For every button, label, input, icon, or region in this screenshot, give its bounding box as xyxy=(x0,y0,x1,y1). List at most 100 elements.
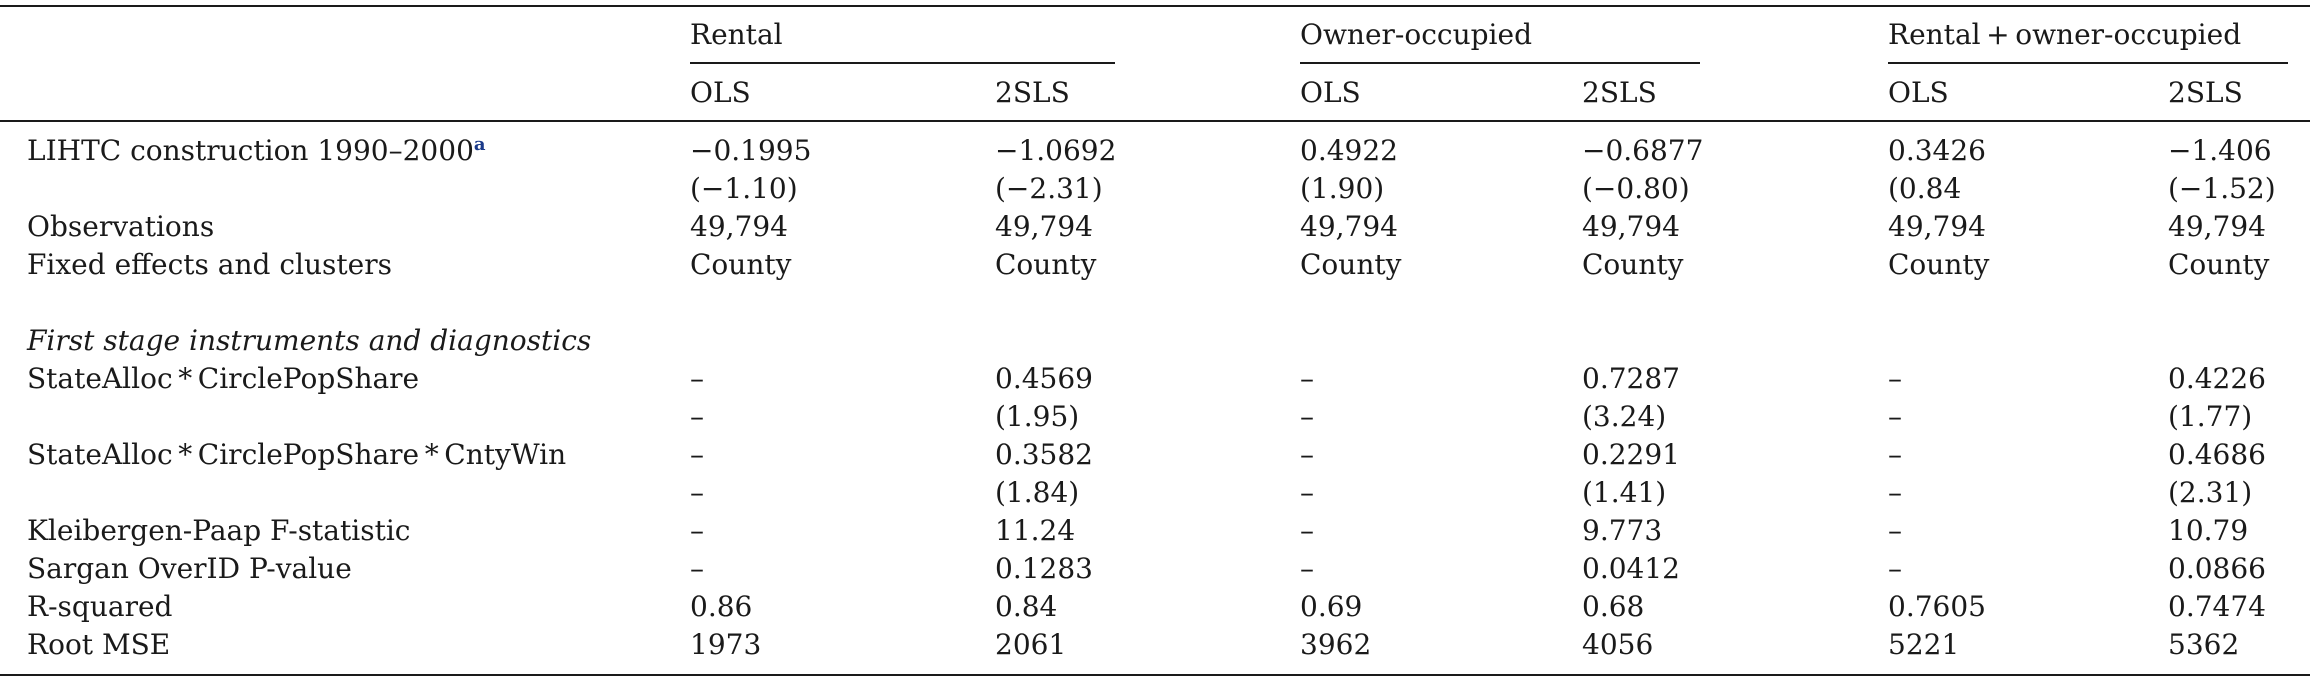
table-cell: 0.1283 xyxy=(995,552,1093,585)
row-label: Sargan OverID P-value xyxy=(27,552,352,586)
table-cell: 49,794 xyxy=(1582,210,1680,243)
table-cell: – xyxy=(1300,400,1314,433)
table-cell: – xyxy=(690,438,704,471)
table-cell: County xyxy=(2168,248,2270,281)
table-cell: – xyxy=(1888,476,1902,509)
row-label-text: Fixed effects and clusters xyxy=(27,248,392,281)
row-label: R-squared xyxy=(27,590,172,624)
row-label-text: Root MSE xyxy=(27,628,171,661)
row-label-text: Sargan OverID P-value xyxy=(27,552,352,585)
table-cell: 0.4922 xyxy=(1300,134,1398,167)
table-cell: 0.7287 xyxy=(1582,362,1680,395)
table-cell: – xyxy=(1300,438,1314,471)
table-cell: 0.0866 xyxy=(2168,552,2266,585)
column-header: OLS xyxy=(690,76,751,109)
table-cell: 49,794 xyxy=(2168,210,2266,243)
row-label: Kleibergen-Paap F-statistic xyxy=(27,514,410,548)
table-cell: – xyxy=(1888,362,1902,395)
table-cell: 49,794 xyxy=(995,210,1093,243)
table-cell: 0.7605 xyxy=(1888,590,1986,623)
row-label-text: Kleibergen-Paap F-statistic xyxy=(27,514,411,547)
table-cell: County xyxy=(1888,248,1990,281)
table-cell: (1.77) xyxy=(2168,400,2253,433)
row-label-text: LIHTC construction 1990–2000 xyxy=(27,134,474,167)
table-cell: 0.86 xyxy=(690,590,753,623)
row-label: StateAlloc * CirclePopShare * CntyWin xyxy=(27,438,566,472)
table-cell: −1.406 xyxy=(2168,134,2272,167)
table-cell: 9.773 xyxy=(1582,514,1663,547)
column-header: 2SLS xyxy=(995,76,1070,109)
column-header: OLS xyxy=(1888,76,1949,109)
table-cell: – xyxy=(690,552,704,585)
table-cell: 0.3582 xyxy=(995,438,1093,471)
table-cell: County xyxy=(1300,248,1402,281)
table-cell: 49,794 xyxy=(1300,210,1398,243)
row-label: LIHTC construction 1990–2000a xyxy=(27,134,486,168)
table-cell: (1.84) xyxy=(995,476,1080,509)
header-rule xyxy=(0,120,2310,122)
group-header-rental: Rental xyxy=(690,18,783,51)
row-label: StateAlloc * CirclePopShare xyxy=(27,362,419,396)
column-header: 2SLS xyxy=(2168,76,2243,109)
table-cell: 0.2291 xyxy=(1582,438,1680,471)
table-cell: 49,794 xyxy=(690,210,788,243)
table-cell: 0.69 xyxy=(1300,590,1363,623)
table-cell: 11.24 xyxy=(995,514,1076,547)
table-cell: County xyxy=(690,248,792,281)
table-cell: (1.95) xyxy=(995,400,1080,433)
table-cell: – xyxy=(1300,476,1314,509)
section-heading: First stage instruments and diagnostics xyxy=(27,324,592,357)
table-cell: 0.0412 xyxy=(1582,552,1680,585)
table-cell: −0.6877 xyxy=(1582,134,1704,167)
table-cell: 0.3426 xyxy=(1888,134,1986,167)
table-cell: County xyxy=(995,248,1097,281)
table-cell: 1973 xyxy=(690,628,762,661)
table-cell: 0.84 xyxy=(995,590,1058,623)
table-cell: (1.90) xyxy=(1300,172,1385,205)
table-cell: – xyxy=(690,514,704,547)
table-cell: – xyxy=(690,476,704,509)
table-cell: 0.4569 xyxy=(995,362,1093,395)
table-cell: 0.4226 xyxy=(2168,362,2266,395)
table-cell: – xyxy=(1300,552,1314,585)
table-cell: 3962 xyxy=(1300,628,1372,661)
table-cell: – xyxy=(1888,552,1902,585)
table-cell: – xyxy=(1888,514,1902,547)
group-header-combined: Rental + owner-occupied xyxy=(1888,18,2242,51)
table-cell: 10.79 xyxy=(2168,514,2249,547)
table-cell: (−1.52) xyxy=(2168,172,2276,205)
table-cell: County xyxy=(1582,248,1684,281)
table-cell: 0.7474 xyxy=(2168,590,2266,623)
table-cell: – xyxy=(1300,514,1314,547)
group-header-owner: Owner-occupied xyxy=(1300,18,1532,51)
table-cell: 2061 xyxy=(995,628,1067,661)
table-cell: – xyxy=(690,400,704,433)
table-cell: −1.0692 xyxy=(995,134,1117,167)
row-label: Observations xyxy=(27,210,214,244)
table-cell: −0.1995 xyxy=(690,134,812,167)
table-cell: 4056 xyxy=(1582,628,1654,661)
row-label-text: R-squared xyxy=(27,590,173,623)
footnote-marker[interactable]: a xyxy=(473,134,486,155)
row-label-text: Observations xyxy=(27,210,215,243)
group-underline-combined xyxy=(1888,62,2288,64)
table-cell: (3.24) xyxy=(1582,400,1667,433)
top-rule xyxy=(0,5,2310,7)
group-underline-rental xyxy=(690,62,1115,64)
bottom-rule xyxy=(0,674,2310,676)
table-cell: (−0.80) xyxy=(1582,172,1690,205)
table-cell: 5362 xyxy=(2168,628,2240,661)
table-cell: (2.31) xyxy=(2168,476,2253,509)
table-cell: (−1.10) xyxy=(690,172,798,205)
group-underline-owner xyxy=(1300,62,1700,64)
table-cell: – xyxy=(690,362,704,395)
row-label: Root MSE xyxy=(27,628,170,662)
column-header: OLS xyxy=(1300,76,1361,109)
table-cell: (1.41) xyxy=(1582,476,1667,509)
table-cell: (0.84 xyxy=(1888,172,1962,205)
table-cell: – xyxy=(1300,362,1314,395)
table-cell: 49,794 xyxy=(1888,210,1986,243)
row-label-text: StateAlloc * CirclePopShare * CntyWin xyxy=(27,438,567,471)
row-label: Fixed effects and clusters xyxy=(27,248,392,282)
row-label-text: StateAlloc * CirclePopShare xyxy=(27,362,420,395)
